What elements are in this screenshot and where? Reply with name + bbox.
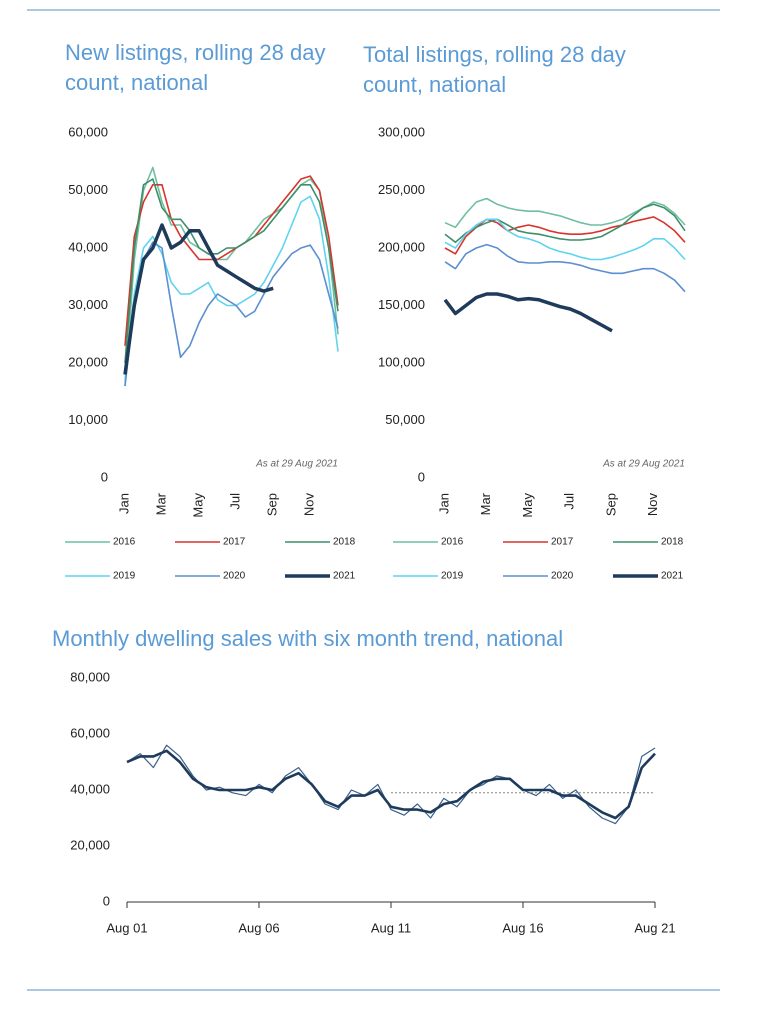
- series-line: [124, 178, 339, 364]
- y-tick-label: 60,000: [68, 124, 108, 139]
- y-tick-label: 300,000: [378, 124, 425, 139]
- series-line: [444, 203, 686, 244]
- legend-label: 2021: [661, 571, 684, 582]
- y-tick-label: 50,000: [385, 412, 425, 427]
- chart-title: New listings, rolling 28 day count, nati…: [65, 40, 326, 95]
- annotation: As at 29 Aug 2021: [602, 459, 685, 470]
- y-tick-label: 80,000: [70, 669, 110, 684]
- series-line: [126, 749, 656, 820]
- x-tick-label: Mar: [478, 492, 493, 515]
- y-tick-label: 40,000: [68, 239, 108, 254]
- y-tick-label: 0: [103, 893, 110, 908]
- chart-title: Total listings, rolling 28 day count, na…: [363, 42, 626, 97]
- series-line: [124, 175, 339, 346]
- legend-label: 2021: [333, 571, 356, 582]
- legend-label: 2020: [223, 571, 246, 582]
- y-tick-label: 20,000: [68, 354, 108, 369]
- x-tick-label: Aug 06: [238, 920, 279, 935]
- x-tick-label: Nov: [302, 493, 317, 517]
- legend-label: 2017: [223, 537, 246, 548]
- series-line: [443, 292, 613, 333]
- legend-label: 2018: [661, 537, 684, 548]
- chart-title: Monthly dwelling sales with six month tr…: [52, 626, 564, 651]
- x-tick-label: Mar: [153, 492, 168, 515]
- series-line: [124, 195, 339, 381]
- x-tick-label: Aug 11: [371, 920, 411, 935]
- annotation: As at 29 Aug 2021: [255, 459, 338, 470]
- legend-label: 2016: [113, 537, 136, 548]
- x-tick-label: Aug 16: [502, 920, 543, 935]
- series-line: [444, 218, 686, 261]
- y-tick-label: 20,000: [70, 837, 110, 852]
- x-tick-label: Jul: [228, 493, 243, 510]
- y-tick-label: 200,000: [378, 239, 425, 254]
- x-tick-label: Aug 21: [634, 920, 675, 935]
- x-tick-label: May: [520, 493, 535, 518]
- series-line: [123, 223, 274, 375]
- y-tick-label: 150,000: [378, 297, 425, 312]
- series-line: [124, 241, 339, 387]
- legend-label: 2017: [551, 537, 574, 548]
- x-tick-label: Sep: [265, 493, 280, 516]
- x-tick-label: Jul: [562, 493, 577, 510]
- y-tick-label: 0: [418, 469, 425, 484]
- x-tick-label: Aug 01: [106, 920, 147, 935]
- y-tick-label: 50,000: [68, 182, 108, 197]
- legend-label: 2019: [441, 571, 464, 582]
- y-tick-label: 100,000: [378, 354, 425, 369]
- series-line: [126, 744, 656, 825]
- y-tick-label: 40,000: [70, 781, 110, 796]
- y-tick-label: 250,000: [378, 182, 425, 197]
- x-tick-label: Nov: [645, 493, 660, 517]
- y-tick-label: 60,000: [70, 725, 110, 740]
- series-line: [124, 166, 339, 387]
- x-tick-label: Jan: [436, 493, 451, 514]
- x-tick-label: Jan: [116, 493, 131, 514]
- legend-label: 2018: [333, 537, 356, 548]
- y-tick-label: 0: [101, 469, 108, 484]
- y-tick-label: 30,000: [68, 297, 108, 312]
- series-line: [444, 243, 686, 293]
- legend-label: 2019: [113, 571, 136, 582]
- x-tick-label: May: [191, 493, 206, 518]
- legend-label: 2020: [551, 571, 574, 582]
- x-tick-label: Sep: [603, 493, 618, 516]
- y-tick-label: 10,000: [68, 412, 108, 427]
- legend-label: 2016: [441, 537, 464, 548]
